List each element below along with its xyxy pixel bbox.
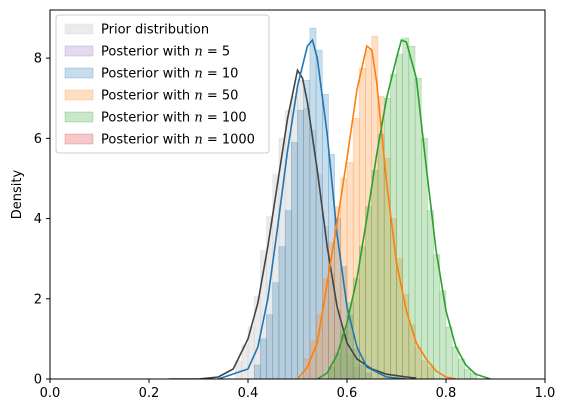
y-axis: 0 2 4 6 8 <box>34 52 50 388</box>
histogram-bar-series-2-bin-9 <box>309 27 317 379</box>
histogram-bar-series-4-bin-17 <box>433 254 441 379</box>
histogram-bar-series-4-bin-19 <box>445 326 453 379</box>
histogram-bar-series-2-bin-12 <box>328 154 335 379</box>
histogram-bar-series-2-bin-6 <box>291 142 298 379</box>
histogram-bar-series-2-bin-0 <box>253 364 261 379</box>
histogram-bar-series-3-bin-2 <box>315 314 323 379</box>
histogram-bar-series-2-bin-18 <box>365 372 372 379</box>
legend-label-5: Posterior with n = 1000 <box>101 133 255 148</box>
histogram-bar-series-2-bin-4 <box>278 246 286 379</box>
kde-line-series-4 <box>316 39 491 379</box>
histogram-bar-series-4-bin-20 <box>451 346 459 379</box>
y-axis-label: Density <box>10 169 25 219</box>
histogram-bar-series-3-bin-11 <box>371 35 379 379</box>
legend-swatch-3 <box>64 89 94 101</box>
legend-label-2: Posterior with n = 10 <box>101 67 238 82</box>
kde-lines <box>168 38 491 379</box>
x-tick-label: 0.8 <box>436 386 457 401</box>
y-tick-label: 2 <box>34 292 42 307</box>
y-tick-label: 0 <box>34 373 42 388</box>
histogram-bar-series-2-bin-1 <box>260 338 267 379</box>
histogram-bar-series-2-bin-2 <box>266 314 273 379</box>
histogram-bar-series-4-bin-6 <box>365 206 372 379</box>
legend: Prior distribution Posterior with n = 5 Po… <box>55 14 270 154</box>
histogram-bars <box>235 27 478 379</box>
histogram-bar-series-4-bin-3 <box>346 302 354 379</box>
y-tick-label: 8 <box>34 52 42 67</box>
histogram-bar-series-4-bin-12 <box>402 37 410 379</box>
histogram-bar-series-4-bin-7 <box>371 170 379 379</box>
kde-line-series-3 <box>296 44 457 379</box>
plot-area <box>168 27 491 379</box>
histogram-bar-series-2-bin-5 <box>284 210 292 379</box>
histogram-bar-series-4-bin-11 <box>396 53 403 379</box>
histogram-bar-series-3-bin-14 <box>390 218 397 379</box>
histogram-bar-series-4-bin-16 <box>427 210 434 379</box>
histogram-bar-series-2-bin-7 <box>297 110 304 379</box>
x-axis: 0.0 0.2 0.4 0.6 0.8 1.0 <box>40 379 556 401</box>
x-tick-label: 0.0 <box>40 386 61 401</box>
axes-frame <box>49 9 546 380</box>
histogram-bar-series-4-bin-8 <box>377 134 385 379</box>
legend-label-0: Prior distribution <box>101 23 209 38</box>
histogram-bar-series-3-bin-15 <box>396 258 403 379</box>
histogram-bar-series-2-bin-3 <box>272 282 280 379</box>
legend-swatch-5 <box>64 133 94 145</box>
legend-swatch-4 <box>64 111 94 123</box>
histogram-bar-series-4-bin-22 <box>464 368 471 379</box>
x-tick-label: 0.6 <box>337 386 358 401</box>
legend-label-3: Posterior with n = 50 <box>101 89 238 104</box>
x-tick-label: 1.0 <box>535 386 556 401</box>
legend-swatch-0 <box>64 23 94 35</box>
histogram-bar-series-4-bin-14 <box>414 77 422 379</box>
histogram-bar-series-4-bin-9 <box>383 97 391 379</box>
histogram-bar-series-3-bin-7 <box>346 162 354 379</box>
y-tick-label: 6 <box>34 132 42 147</box>
histogram-bar-series-2-bin-8 <box>303 79 311 379</box>
legend-swatch-1 <box>64 45 94 57</box>
legend-label-1: Posterior with n = 5 <box>101 45 230 60</box>
histogram-bar-series-3-bin-13 <box>383 158 391 379</box>
kde-line-series-2 <box>218 38 407 379</box>
histogram-bar-series-3-bin-4 <box>328 242 335 379</box>
x-tick-label: 0.2 <box>139 386 160 401</box>
y-tick-label: 4 <box>34 212 42 227</box>
legend-swatch-2 <box>64 67 94 79</box>
x-tick-label: 0.4 <box>238 386 259 401</box>
histogram-bar-series-4-bin-15 <box>421 138 428 379</box>
histogram-bar-series-3-bin-3 <box>322 278 329 379</box>
legend-label-4: Posterior with n = 100 <box>101 111 247 126</box>
legend-box <box>55 14 270 154</box>
histogram-bar-series-3-bin-17 <box>408 324 416 379</box>
histogram-bar-series-2-bin-16 <box>352 348 360 379</box>
